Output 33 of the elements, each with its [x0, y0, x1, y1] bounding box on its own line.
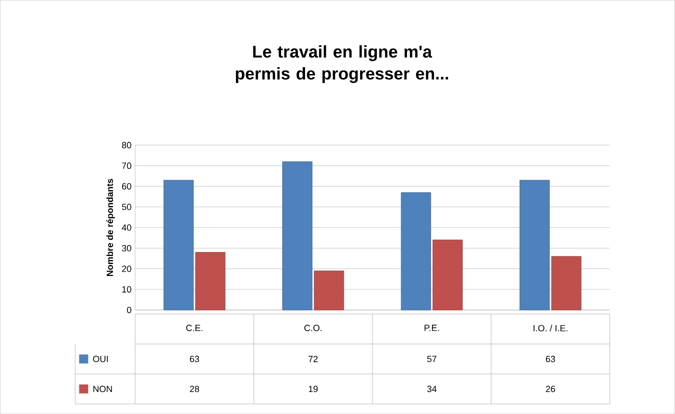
- legend-label: OUI: [93, 356, 108, 362]
- y-tick-label: 80: [122, 142, 132, 148]
- y-tick-label: 40: [122, 224, 132, 231]
- data-label: 26: [546, 386, 556, 392]
- y-axis-title: Nombre de répondants: [106, 178, 115, 276]
- chart-title: Le travail en ligne m'a permis de progresser en...: [236, 45, 448, 83]
- data-label: 19: [308, 386, 318, 392]
- x-tick-label: I.O. / I.E.: [534, 324, 568, 332]
- data-label: 57: [427, 356, 436, 362]
- y-tick-label: 20: [122, 266, 132, 272]
- bar: [195, 252, 226, 310]
- data-label: 63: [190, 356, 200, 362]
- data-label: 63: [546, 356, 556, 362]
- x-tick-label: P.E.: [424, 324, 439, 331]
- y-tick-label: 10: [122, 286, 132, 293]
- data-label: 34: [427, 386, 437, 392]
- bar: [282, 161, 312, 310]
- bar: [164, 180, 194, 310]
- legend-label: NON: [93, 386, 112, 392]
- y-tick-label: 60: [122, 183, 132, 190]
- y-tick-label: 30: [122, 244, 132, 252]
- x-tick-label: C.E.: [186, 324, 202, 332]
- bar: [400, 192, 432, 310]
- y-tick-label: 50: [122, 204, 132, 210]
- data-label: 28: [190, 386, 200, 392]
- y-tick-label: 70: [122, 162, 132, 169]
- x-tick-label: C.O.: [304, 324, 322, 332]
- y-tick-label: 0: [126, 306, 132, 314]
- bar: [314, 270, 344, 310]
- bar: [432, 240, 463, 310]
- bar: [551, 256, 582, 310]
- bar: [520, 180, 550, 310]
- data-label: 72: [308, 356, 318, 362]
